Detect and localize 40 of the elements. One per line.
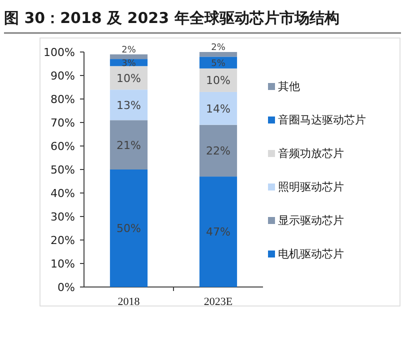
legend-label: 其他 xyxy=(278,80,300,93)
y-tick-label: 0% xyxy=(58,281,75,294)
data-label: 2% xyxy=(122,45,136,56)
bar xyxy=(110,120,148,170)
bar xyxy=(199,124,238,177)
legend-label: 音圈马达驱动芯片 xyxy=(278,114,366,126)
chart-title: 图 30：2018 及 2023 年全球驱动芯片市场结构 xyxy=(4,9,340,27)
legend-label: 电机驱动芯片 xyxy=(278,248,344,260)
data-label: 5% xyxy=(211,58,226,69)
data-label: 14% xyxy=(206,102,230,116)
data-label: 21% xyxy=(116,138,141,152)
y-tick-label: 70% xyxy=(50,116,75,130)
y-tick-label: 30% xyxy=(50,210,75,224)
bar xyxy=(199,176,238,287)
data-label: 13% xyxy=(116,98,141,112)
data-label: 10% xyxy=(116,72,141,85)
y-tick-label: 20% xyxy=(50,234,75,247)
legend-label: 显示驱动芯片 xyxy=(278,214,344,227)
legend-label: 照明驱动芯片 xyxy=(278,180,344,194)
data-label: 47% xyxy=(206,226,230,239)
data-label: 10% xyxy=(206,74,230,88)
x-tick-label: 2023E xyxy=(204,296,233,308)
bar xyxy=(199,56,238,68)
y-tick-label: 60% xyxy=(50,140,75,153)
data-label: 22% xyxy=(206,144,230,158)
y-tick-label: 10% xyxy=(50,258,75,270)
y-tick-label: 40% xyxy=(50,187,75,200)
legend-label: 音频功放芯片 xyxy=(278,147,344,160)
bar xyxy=(110,170,148,287)
bar xyxy=(199,52,238,57)
bar xyxy=(110,54,148,60)
x-tick-label: 2018 xyxy=(118,296,140,308)
y-tick-label: 100% xyxy=(44,46,75,59)
bar xyxy=(199,92,238,125)
data-label: 50% xyxy=(116,222,141,236)
y-tick-label: 80% xyxy=(50,93,75,106)
bar xyxy=(110,90,148,120)
y-tick-label: 50% xyxy=(50,164,75,176)
data-label: 2% xyxy=(211,43,226,53)
y-tick-label: 90% xyxy=(50,70,75,82)
